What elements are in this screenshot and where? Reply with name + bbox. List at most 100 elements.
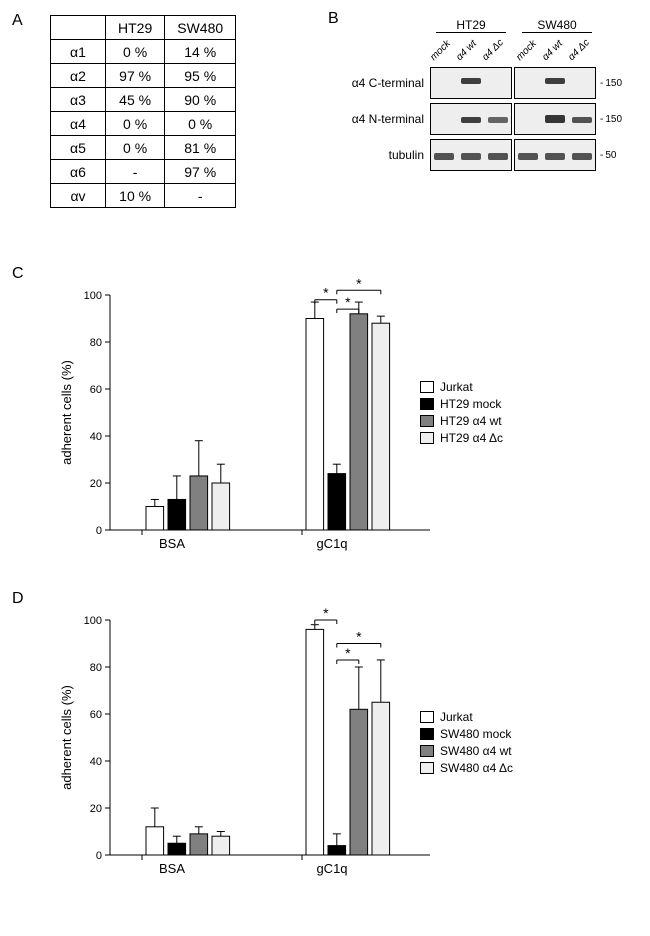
blot-lane [570, 68, 594, 98]
table-cell: α6 [51, 160, 106, 184]
blot-row-label: α4 N-terminal [340, 112, 430, 126]
legend-item: HT29 α4 wt [420, 414, 503, 428]
table-cell: α5 [51, 136, 106, 160]
blot-lane [486, 68, 510, 98]
significance-star: * [345, 294, 351, 310]
blot-box [514, 103, 596, 135]
panel-label-c: C [12, 265, 24, 283]
significance-star: * [323, 285, 329, 301]
mw-label: 150 [605, 114, 622, 125]
bar [190, 834, 208, 855]
blot-row-label: α4 C-terminal [340, 76, 430, 90]
table-cell: 14 % [165, 40, 236, 64]
table-cell: 0 % [106, 136, 165, 160]
blot-lane [432, 140, 456, 170]
blot-lane [543, 68, 567, 98]
significance-star: * [323, 605, 329, 621]
blot-box [514, 67, 596, 99]
ytick-label: 100 [84, 290, 102, 302]
panel-label-b: B [328, 10, 339, 28]
band [572, 153, 592, 160]
ytick-label: 20 [90, 478, 102, 490]
legend-swatch [420, 711, 434, 723]
ytick-label: 20 [90, 803, 102, 815]
bar [306, 319, 324, 531]
table-header: HT29 [106, 16, 165, 40]
ytick-label: 0 [96, 850, 102, 862]
bar [350, 314, 368, 530]
table-row: α40 %0 % [51, 112, 236, 136]
panel-b-blot: HT29mockα4 wtα4 ΔcSW480mockα4 wtα4 Δcα4 … [340, 18, 640, 174]
panel-a-table: HT29SW480α10 %14 %α297 %95 %α345 %90 %α4… [50, 15, 236, 208]
band [518, 153, 538, 160]
y-axis-label: adherent cells (%) [59, 360, 74, 465]
legend-item: HT29 mock [420, 397, 503, 411]
blot-lane [459, 140, 483, 170]
table-cell: α3 [51, 88, 106, 112]
panel-label-a: A [12, 12, 23, 30]
blot-lane [516, 68, 540, 98]
legend-item: SW480 mock [420, 727, 513, 741]
significance-star: * [356, 629, 362, 645]
legend-item: Jurkat [420, 380, 503, 394]
table-cell: 81 % [165, 136, 236, 160]
bar [212, 836, 230, 855]
bar [328, 846, 346, 855]
legend-label: Jurkat [440, 380, 473, 394]
lane-label: α4 Δc [566, 37, 592, 63]
category-label: BSA [159, 861, 185, 876]
table-row: α6-97 % [51, 160, 236, 184]
mw-tick: - [600, 114, 603, 125]
legend-swatch [420, 728, 434, 740]
bar [190, 476, 208, 530]
table-row: α50 %81 % [51, 136, 236, 160]
legend-item: HT29 α4 Δc [420, 431, 503, 445]
table-row: α10 %14 % [51, 40, 236, 64]
legend-item: SW480 α4 wt [420, 744, 513, 758]
lane-label: mock [514, 38, 539, 63]
blot-lane [543, 104, 567, 134]
bar [372, 702, 390, 855]
legend-item: SW480 α4 Δc [420, 761, 513, 775]
bar [168, 843, 186, 855]
band [545, 115, 565, 123]
band [488, 153, 508, 160]
table-header: SW480 [165, 16, 236, 40]
panel-label-d: D [12, 590, 24, 608]
band [545, 153, 565, 160]
bar-chart-svg: 020406080100adherent cells (%)BSAgC1q*** [55, 275, 440, 565]
mw-tick: - [600, 78, 603, 89]
table-cell: 95 % [165, 64, 236, 88]
table-cell: α4 [51, 112, 106, 136]
blot-lane [432, 104, 456, 134]
bar [372, 323, 390, 530]
bar [212, 483, 230, 530]
ytick-label: 60 [90, 384, 102, 396]
legend-swatch [420, 762, 434, 774]
legend-item: Jurkat [420, 710, 513, 724]
blot-box [430, 67, 512, 99]
legend-label: Jurkat [440, 710, 473, 724]
category-label: gC1q [316, 861, 347, 876]
blot-lane [516, 104, 540, 134]
table-cell: - [165, 184, 236, 208]
mw-label: 150 [605, 78, 622, 89]
table-row: α345 %90 % [51, 88, 236, 112]
blot-lane [486, 104, 510, 134]
blot-lane [486, 140, 510, 170]
ytick-label: 100 [84, 615, 102, 627]
table-cell: 97 % [165, 160, 236, 184]
bar [328, 474, 346, 530]
blot-lane [432, 68, 456, 98]
significance-star: * [356, 275, 362, 291]
legend-label: SW480 mock [440, 727, 511, 741]
alpha-table: HT29SW480α10 %14 %α297 %95 %α345 %90 %α4… [50, 15, 236, 208]
category-label: BSA [159, 536, 185, 551]
panel-c-chart: 020406080100adherent cells (%)BSAgC1q*** [55, 275, 615, 565]
table-cell: 90 % [165, 88, 236, 112]
ytick-label: 60 [90, 709, 102, 721]
y-axis-label: adherent cells (%) [59, 685, 74, 790]
band [461, 153, 481, 160]
band [488, 117, 508, 123]
ytick-label: 0 [96, 525, 102, 537]
